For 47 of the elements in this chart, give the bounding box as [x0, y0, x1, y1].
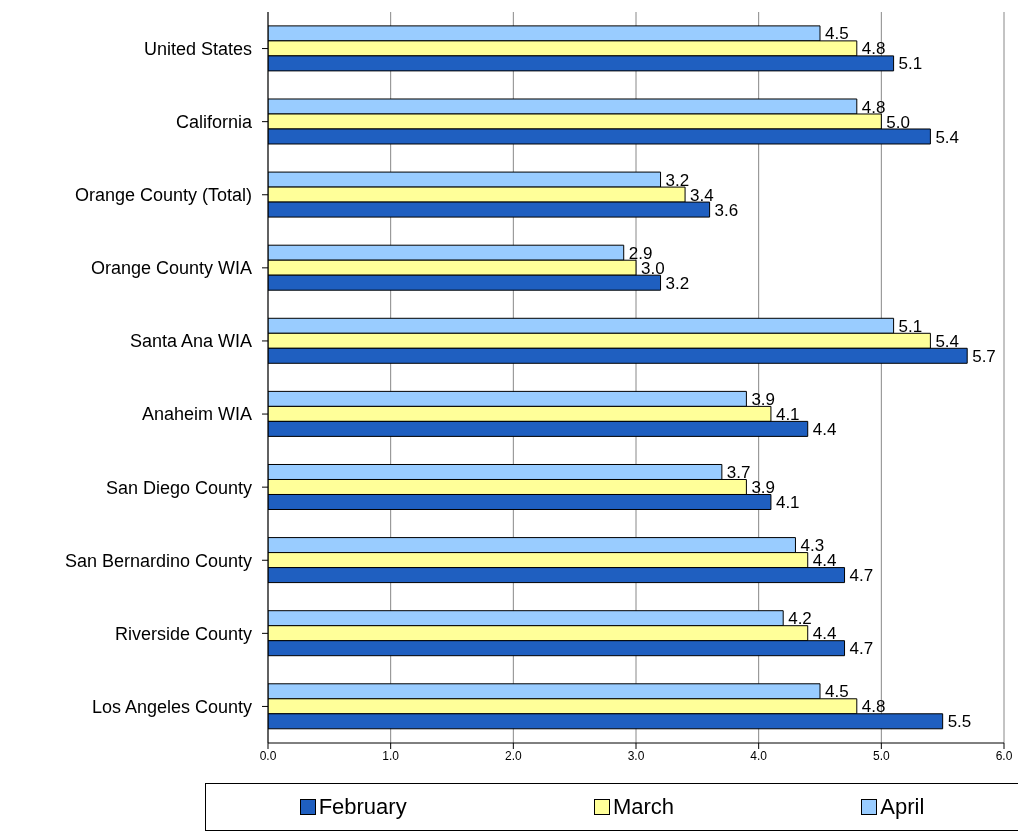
- data-label: 4.7: [849, 566, 874, 586]
- y-tick-label: Orange County (Total): [74, 185, 252, 206]
- y-tick-label: Santa Ana WIA: [129, 331, 252, 352]
- y-tick-label: San Bernardino County: [64, 550, 252, 571]
- x-tick-label: 1.0: [382, 748, 400, 763]
- legend-label: March: [611, 794, 675, 820]
- data-label: 4.1: [775, 404, 800, 424]
- data-label: 5.7: [972, 346, 996, 366]
- x-tick-label: 5.0: [872, 748, 890, 763]
- data-label: 3.2: [665, 170, 690, 190]
- legend-label: February: [317, 794, 407, 820]
- data-label: 4.8: [861, 97, 886, 117]
- y-tick-label: Los Angeles County: [91, 696, 252, 717]
- y-tick-label: Orange County WIA: [90, 258, 252, 279]
- x-tick-label: 2.0: [504, 748, 522, 763]
- data-label: 4.4: [812, 624, 837, 644]
- data-label: 3.4: [690, 185, 714, 205]
- data-label: 4.5: [825, 682, 849, 702]
- data-label: 5.1: [898, 316, 923, 336]
- data-label: 3.9: [751, 478, 776, 498]
- x-tick-label: 6.0: [995, 748, 1013, 763]
- y-tick-label: Riverside County: [114, 623, 252, 644]
- data-label: 5.1: [898, 54, 923, 74]
- data-label: 4.8: [861, 697, 886, 717]
- data-label: 4.4: [812, 551, 837, 571]
- x-tick-label: 3.0: [627, 748, 645, 763]
- x-tick-label: 4.0: [750, 748, 768, 763]
- y-tick-label: San Diego County: [105, 477, 252, 498]
- data-label: 5.5: [947, 712, 972, 732]
- legend-label: April: [879, 794, 925, 820]
- data-label: 4.8: [861, 39, 886, 59]
- data-label: 4.5: [825, 24, 849, 44]
- data-label: 5.4: [935, 331, 960, 351]
- y-tick-label: California: [175, 112, 253, 133]
- data-label: 4.2: [788, 609, 812, 629]
- data-label: 3.6: [714, 200, 739, 220]
- y-tick-label: Anaheim WIA: [141, 404, 252, 425]
- data-label: 3.7: [726, 463, 751, 483]
- data-label: 3.9: [751, 389, 776, 409]
- data-label: 4.7: [849, 639, 874, 659]
- x-tick-label: 0.0: [259, 748, 277, 763]
- y-tick-label: United States: [143, 38, 252, 59]
- data-label: 5.4: [935, 127, 960, 147]
- data-label: 5.0: [886, 112, 910, 132]
- data-label: 3.2: [665, 273, 690, 293]
- data-label: 4.1: [775, 493, 800, 513]
- data-label: 4.4: [812, 419, 837, 439]
